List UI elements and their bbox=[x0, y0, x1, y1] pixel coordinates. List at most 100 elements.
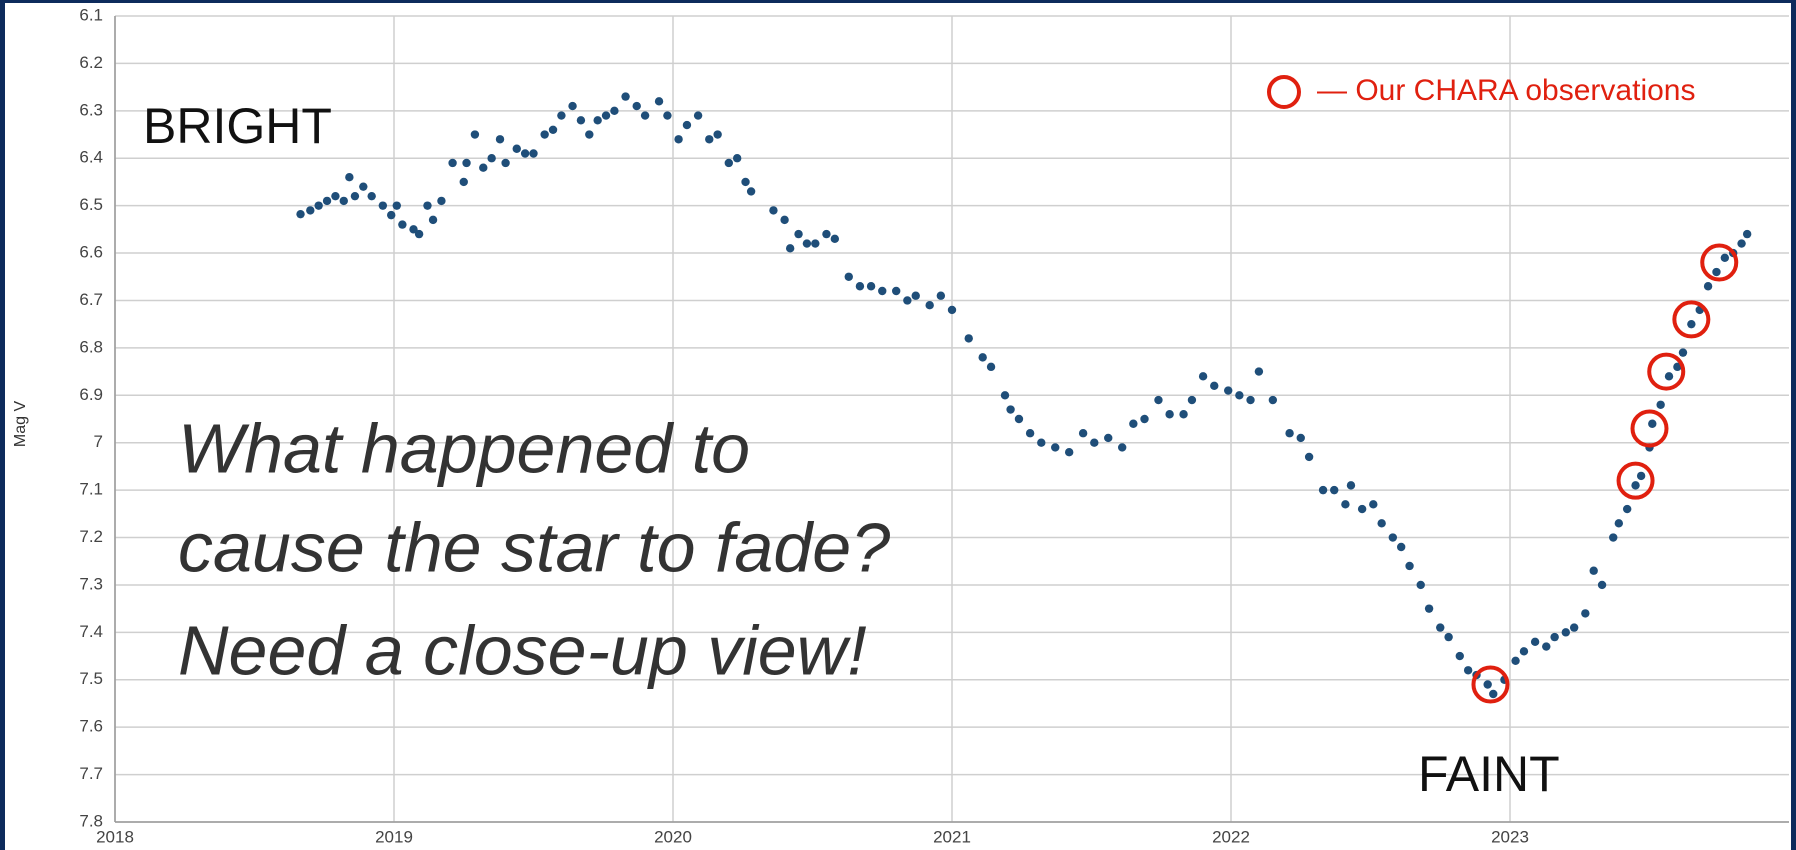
data-point bbox=[1268, 395, 1278, 405]
data-point bbox=[1224, 386, 1233, 395]
data-point bbox=[1687, 319, 1696, 329]
data-point bbox=[1341, 500, 1350, 509]
observation-ring bbox=[1700, 243, 1739, 282]
y-tick-label: 7 bbox=[94, 432, 103, 451]
annotation: BRIGHT bbox=[143, 98, 332, 154]
data-point bbox=[732, 154, 742, 163]
y-tick-label: 6.9 bbox=[79, 385, 103, 404]
data-point bbox=[1519, 647, 1529, 656]
data-point bbox=[1246, 395, 1255, 405]
y-tick-label: 7.1 bbox=[79, 480, 103, 499]
data-point bbox=[1165, 410, 1174, 419]
data-point bbox=[1000, 391, 1010, 400]
data-point bbox=[903, 296, 912, 305]
data-point bbox=[811, 239, 820, 248]
data-point bbox=[1742, 229, 1752, 239]
x-tick-label: 2020 bbox=[654, 827, 692, 846]
data-point bbox=[713, 130, 722, 139]
data-point bbox=[674, 135, 683, 144]
x-tick-label: 2022 bbox=[1212, 827, 1250, 846]
data-point bbox=[802, 239, 812, 248]
data-point bbox=[568, 101, 577, 111]
data-point bbox=[1455, 651, 1464, 661]
data-point bbox=[855, 282, 865, 291]
data-point bbox=[557, 111, 566, 120]
data-point bbox=[314, 201, 323, 210]
data-point bbox=[1330, 485, 1339, 495]
data-point bbox=[1235, 391, 1244, 400]
data-point bbox=[1129, 419, 1138, 428]
data-point bbox=[1369, 500, 1378, 509]
y-tick-label: 7.3 bbox=[79, 574, 103, 593]
data-point bbox=[1396, 542, 1406, 552]
data-point bbox=[1622, 504, 1632, 514]
data-point bbox=[423, 201, 432, 210]
x-tick-label: 2021 bbox=[933, 827, 971, 846]
data-point bbox=[487, 154, 496, 163]
data-point bbox=[1064, 447, 1074, 457]
data-point bbox=[844, 272, 853, 281]
data-point bbox=[1346, 481, 1356, 490]
y-tick-label: 6.1 bbox=[79, 5, 103, 24]
y-tick-label: 6.5 bbox=[79, 195, 103, 214]
x-tick-label: 2023 bbox=[1491, 827, 1529, 846]
data-point bbox=[892, 286, 901, 296]
data-point bbox=[1424, 604, 1434, 613]
data-point bbox=[1187, 395, 1197, 405]
data-point bbox=[1463, 666, 1473, 675]
observation-ring bbox=[1616, 461, 1655, 500]
y-axis-label: Mag V bbox=[12, 401, 29, 448]
annotation: FAINT bbox=[1418, 746, 1560, 802]
data-point bbox=[964, 334, 973, 343]
data-point bbox=[1530, 637, 1540, 647]
data-point bbox=[1703, 282, 1713, 291]
data-point bbox=[1631, 481, 1640, 490]
data-point bbox=[663, 111, 672, 120]
data-point bbox=[1296, 433, 1305, 443]
data-point bbox=[359, 182, 368, 191]
marks bbox=[296, 92, 1752, 704]
data-point bbox=[830, 234, 840, 244]
annotation: Need a close-up view! bbox=[178, 611, 867, 689]
data-point bbox=[1712, 267, 1721, 277]
x-tick-label: 2019 bbox=[375, 827, 413, 846]
data-point bbox=[367, 191, 376, 201]
y-tick-label: 6.2 bbox=[79, 53, 103, 72]
data-point bbox=[495, 135, 505, 144]
data-point bbox=[1318, 485, 1328, 495]
data-point bbox=[398, 220, 407, 229]
observation-ring bbox=[1647, 352, 1686, 391]
data-point bbox=[1489, 689, 1498, 699]
data-point bbox=[878, 286, 887, 296]
data-point bbox=[322, 196, 332, 206]
data-point bbox=[345, 173, 354, 182]
legend: — Our CHARA observations bbox=[1267, 74, 1695, 109]
data-point bbox=[1550, 632, 1559, 642]
data-point bbox=[822, 229, 831, 239]
data-point bbox=[1614, 519, 1624, 528]
data-point bbox=[1589, 566, 1598, 575]
data-point bbox=[501, 158, 510, 168]
data-point bbox=[1542, 642, 1551, 651]
data-point bbox=[520, 149, 530, 158]
data-point bbox=[1483, 680, 1492, 689]
data-point bbox=[470, 130, 480, 139]
data-point bbox=[387, 210, 396, 220]
data-point bbox=[1737, 239, 1746, 248]
data-point bbox=[296, 209, 305, 219]
data-point bbox=[1254, 367, 1264, 376]
y-tick-label: 6.7 bbox=[79, 290, 103, 309]
data-point bbox=[1179, 410, 1188, 419]
data-point bbox=[1511, 656, 1520, 665]
data-point bbox=[1388, 533, 1398, 542]
observation-ring bbox=[1630, 409, 1669, 448]
data-point bbox=[1210, 381, 1219, 391]
data-point bbox=[866, 282, 876, 291]
data-point bbox=[437, 196, 446, 206]
data-point bbox=[610, 106, 619, 116]
data-point bbox=[1581, 609, 1590, 618]
data-point bbox=[331, 191, 340, 201]
data-point bbox=[1025, 429, 1035, 438]
data-point bbox=[306, 206, 315, 215]
